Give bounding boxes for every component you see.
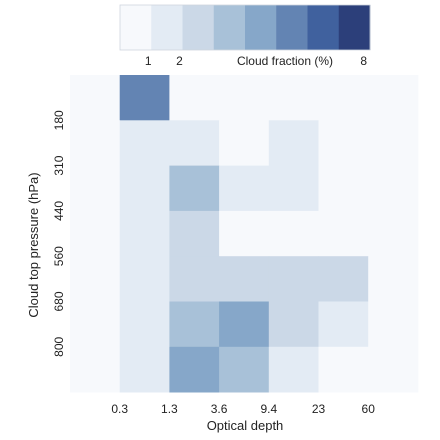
y-axis-title: Cloud top pressure (hPa) [26, 172, 41, 317]
colorbar: 1 2 8 [119, 4, 371, 68]
colorbar-segment [307, 5, 340, 50]
colorbar-tick-label: 8 [360, 54, 367, 68]
colorbar-segment [276, 5, 308, 50]
heatmap-cell [119, 210, 170, 257]
heatmap-cell [268, 165, 319, 212]
heatmap-cell [318, 165, 369, 212]
heatmap-cell [70, 301, 121, 348]
y-tick-label: 800 [52, 336, 66, 356]
x-axis-title: Optical depth [207, 418, 284, 433]
y-tick-label: 560 [52, 246, 66, 266]
heatmap-cell [169, 75, 220, 121]
x-axis-ticks: 0.3 1.3 3.6 9.4 23 60 [111, 402, 375, 416]
heatmap-cell [318, 120, 369, 166]
heatmap-cell [119, 75, 170, 121]
x-tick-label: 60 [362, 402, 376, 416]
heatmap-cell [368, 346, 419, 393]
heatmap-cell [119, 301, 170, 348]
heatmap-cell [70, 256, 121, 302]
y-tick-label: 310 [52, 155, 66, 175]
heatmap-cells [70, 75, 419, 393]
colorbar-segment [213, 5, 246, 50]
heatmap-cell [268, 75, 319, 121]
heatmap-cell [268, 346, 319, 393]
colorbar-frame [119, 4, 371, 51]
heatmap-cell [219, 120, 270, 166]
colorbar-tick-label: 2 [176, 54, 183, 68]
heatmap-cell [268, 120, 319, 166]
heatmap-cell [70, 346, 121, 393]
heatmap-cell [318, 256, 369, 302]
x-tick-label: 0.3 [111, 402, 128, 416]
heatmap-cell [70, 120, 121, 166]
heatmap-cell [169, 346, 220, 393]
x-tick-label: 1.3 [161, 402, 178, 416]
heatmap-cell [119, 165, 170, 212]
heatmap-cell [368, 210, 419, 257]
heatmap-cell [318, 210, 369, 257]
heatmap-cell [368, 120, 419, 166]
y-tick-label: 180 [52, 110, 66, 130]
heatmap-cell [368, 256, 419, 302]
heatmap-cell [70, 165, 121, 212]
colorbar-segment [338, 5, 371, 50]
y-axis-ticks: 180 310 440 560 680 800 [52, 110, 66, 357]
heatmap-cell [219, 165, 270, 212]
heatmap-cell [219, 346, 270, 393]
y-tick-label: 440 [52, 201, 66, 221]
heatmap-cell [268, 301, 319, 348]
heatmap-cell [219, 75, 270, 121]
heatmap-cell [318, 75, 369, 121]
heatmap-cell [368, 301, 419, 348]
heatmap-cell [169, 256, 220, 302]
heatmap-cell [169, 301, 220, 348]
heatmap-cell [268, 256, 319, 302]
colorbar-segment [182, 5, 215, 50]
heatmap-cell [119, 256, 170, 302]
colorbar-tick-label: 1 [145, 54, 152, 68]
heatmap-cell [70, 210, 121, 257]
heatmap-cell [70, 75, 121, 121]
heatmap-cell [268, 210, 319, 257]
x-tick-label: 9.4 [260, 402, 277, 416]
heatmap-cell [368, 75, 419, 121]
y-tick-label: 680 [52, 291, 66, 311]
heatmap-cell [169, 120, 220, 166]
colorbar-segment [120, 5, 152, 50]
heatmap-cell [318, 346, 369, 393]
heatmap-cell [368, 165, 419, 212]
heatmap-cell [219, 256, 270, 302]
x-tick-label: 23 [312, 402, 326, 416]
colorbar-label: Cloud fraction (%) [237, 54, 333, 68]
heatmap-cell [169, 210, 220, 257]
heatmap-cell [119, 346, 170, 393]
heatmap-cell [219, 210, 270, 257]
x-tick-label: 3.6 [211, 402, 228, 416]
heatmap-cell [119, 120, 170, 166]
heatmap-cell [169, 165, 220, 212]
colorbar-segment [245, 5, 277, 50]
colorbar-segment [151, 5, 183, 50]
heatmap-cell [219, 301, 270, 348]
heatmap-cell [318, 301, 369, 348]
